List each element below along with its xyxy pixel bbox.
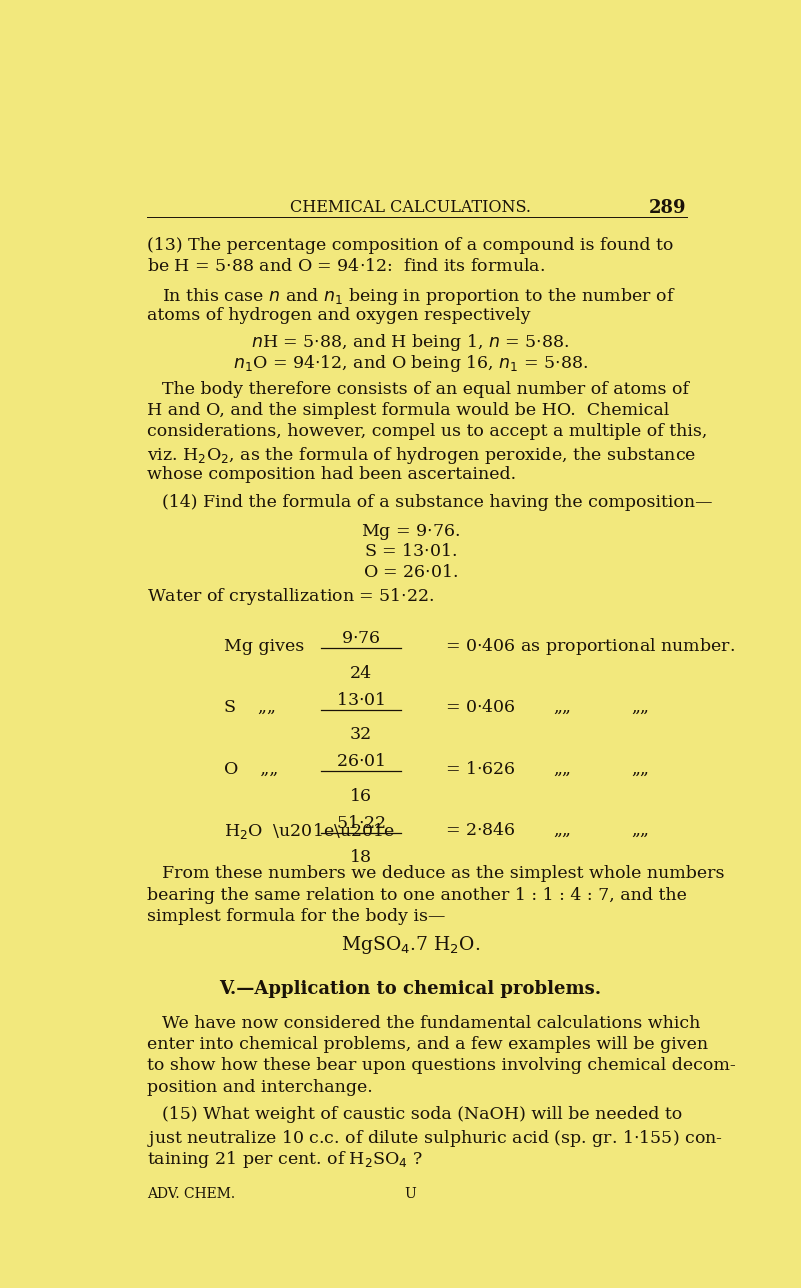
- Text: 51$\cdot$22: 51$\cdot$22: [336, 815, 386, 832]
- Text: (14) Find the formula of a substance having the composition—: (14) Find the formula of a substance hav…: [162, 493, 713, 511]
- Text: (15) What weight of caustic soda (NaOH) will be needed to: (15) What weight of caustic soda (NaOH) …: [162, 1106, 682, 1123]
- Text: ADV. CHEM.: ADV. CHEM.: [147, 1188, 235, 1202]
- Text: $n_1$O = 94$\cdot$12, and O being 16, $n_1$ = 5$\cdot$88.: $n_1$O = 94$\cdot$12, and O being 16, $n…: [233, 353, 588, 374]
- Text: Mg = 9$\cdot$76.: Mg = 9$\cdot$76.: [361, 522, 460, 541]
- Text: MgSO$_4$.7 H$_2$O.: MgSO$_4$.7 H$_2$O.: [341, 934, 480, 956]
- Text: We have now considered the fundamental calculations which: We have now considered the fundamental c…: [162, 1015, 701, 1032]
- Text: „„: „„: [553, 761, 571, 778]
- Text: „„: „„: [631, 699, 649, 716]
- Text: „„: „„: [631, 822, 649, 838]
- Text: 13$\cdot$01: 13$\cdot$01: [336, 692, 385, 708]
- Text: V.—Application to chemical problems.: V.—Application to chemical problems.: [219, 980, 602, 998]
- Text: (13) The percentage composition of a compound is found to: (13) The percentage composition of a com…: [147, 237, 673, 254]
- Text: 32: 32: [350, 726, 372, 743]
- Text: = 0$\cdot$406 as proportional number.: = 0$\cdot$406 as proportional number.: [445, 635, 735, 657]
- Text: bearing the same relation to one another 1 : 1 : 4 : 7, and the: bearing the same relation to one another…: [147, 886, 686, 904]
- Text: to show how these bear upon questions involving chemical decom-: to show how these bear upon questions in…: [147, 1057, 735, 1074]
- Text: 289: 289: [650, 200, 686, 218]
- Text: „„: „„: [553, 822, 571, 838]
- Text: Water of crystallization = 51$\cdot$22.: Water of crystallization = 51$\cdot$22.: [147, 586, 434, 607]
- Text: O    „„: O „„: [224, 761, 279, 778]
- Text: From these numbers we deduce as the simplest whole numbers: From these numbers we deduce as the simp…: [162, 866, 725, 882]
- Text: „„: „„: [631, 761, 649, 778]
- Text: position and interchange.: position and interchange.: [147, 1078, 372, 1096]
- Text: H and O, and the simplest formula would be HO.  Chemical: H and O, and the simplest formula would …: [147, 402, 669, 419]
- Text: = 0$\cdot$406: = 0$\cdot$406: [445, 699, 515, 716]
- Text: 9$\cdot$76: 9$\cdot$76: [341, 630, 380, 648]
- Text: O = 26$\cdot$01.: O = 26$\cdot$01.: [363, 564, 458, 581]
- Text: 18: 18: [350, 849, 372, 867]
- Text: viz. H$_2$O$_2$, as the formula of hydrogen peroxide, the substance: viz. H$_2$O$_2$, as the formula of hydro…: [147, 444, 696, 466]
- Text: simplest formula for the body is—: simplest formula for the body is—: [147, 908, 445, 925]
- Text: = 2$\cdot$846: = 2$\cdot$846: [445, 822, 515, 838]
- Text: atoms of hydrogen and oxygen respectively: atoms of hydrogen and oxygen respectivel…: [147, 308, 530, 325]
- Text: 26$\cdot$01: 26$\cdot$01: [336, 753, 385, 770]
- Text: 24: 24: [350, 665, 372, 681]
- Text: whose composition had been ascertained.: whose composition had been ascertained.: [147, 466, 516, 483]
- Text: In this case $n$ and $n_1$ being in proportion to the number of: In this case $n$ and $n_1$ being in prop…: [162, 286, 676, 307]
- Text: = 1$\cdot$626: = 1$\cdot$626: [445, 761, 515, 778]
- Text: taining 21 per cent. of H$_2$SO$_4$ ?: taining 21 per cent. of H$_2$SO$_4$ ?: [147, 1149, 423, 1170]
- Text: 16: 16: [350, 788, 372, 805]
- Text: H$_2$O  \u201e\u201e: H$_2$O \u201e\u201e: [224, 820, 395, 841]
- Text: S    „„: S „„: [224, 699, 276, 716]
- Text: considerations, however, compel us to accept a multiple of this,: considerations, however, compel us to ac…: [147, 424, 707, 440]
- Text: be H = 5$\cdot$88 and O = 94$\cdot$12:  find its formula.: be H = 5$\cdot$88 and O = 94$\cdot$12: f…: [147, 258, 545, 276]
- Text: „„: „„: [553, 699, 571, 716]
- Text: S = 13$\cdot$01.: S = 13$\cdot$01.: [364, 542, 457, 560]
- Text: CHEMICAL CALCULATIONS.: CHEMICAL CALCULATIONS.: [290, 200, 531, 216]
- Text: Mg gives: Mg gives: [224, 638, 304, 654]
- Text: just neutralize 10 c.c. of dilute sulphuric acid (sp. gr. 1$\cdot$155) con-: just neutralize 10 c.c. of dilute sulphu…: [147, 1127, 723, 1149]
- Text: The body therefore consists of an equal number of atoms of: The body therefore consists of an equal …: [162, 381, 689, 398]
- Text: $n$H = 5$\cdot$88, and H being 1, $n$ = 5$\cdot$88.: $n$H = 5$\cdot$88, and H being 1, $n$ = …: [252, 332, 570, 353]
- Text: enter into chemical problems, and a few examples will be given: enter into chemical problems, and a few …: [147, 1036, 708, 1052]
- Text: U: U: [405, 1188, 417, 1202]
